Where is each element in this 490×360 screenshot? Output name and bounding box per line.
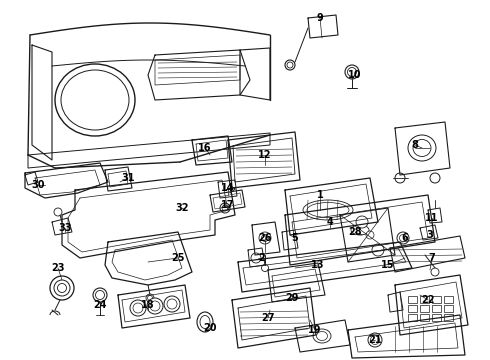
Text: 26: 26	[258, 233, 272, 243]
Text: 22: 22	[421, 295, 435, 305]
Polygon shape	[282, 230, 298, 250]
Text: 29: 29	[285, 293, 299, 303]
Ellipse shape	[366, 231, 374, 239]
Bar	[444, 314, 453, 321]
Polygon shape	[105, 167, 132, 191]
Text: 31: 31	[121, 173, 135, 183]
Bar	[420, 314, 429, 321]
Bar	[432, 305, 441, 312]
Text: 17: 17	[221, 200, 235, 210]
Text: 16: 16	[198, 143, 212, 153]
Text: 19: 19	[308, 325, 322, 335]
Ellipse shape	[395, 173, 405, 183]
Ellipse shape	[408, 135, 436, 161]
Polygon shape	[285, 195, 435, 265]
Polygon shape	[192, 136, 232, 165]
Polygon shape	[340, 208, 395, 262]
Text: 14: 14	[221, 183, 235, 193]
Polygon shape	[105, 232, 192, 285]
Ellipse shape	[93, 288, 107, 302]
Ellipse shape	[356, 216, 368, 228]
Polygon shape	[390, 236, 465, 272]
Ellipse shape	[262, 265, 269, 271]
Ellipse shape	[164, 296, 180, 312]
Ellipse shape	[430, 173, 440, 183]
Text: 8: 8	[412, 140, 418, 150]
Ellipse shape	[397, 232, 409, 244]
Ellipse shape	[372, 244, 384, 256]
Bar	[420, 296, 429, 303]
Bar	[408, 296, 417, 303]
Polygon shape	[210, 190, 245, 212]
Text: 15: 15	[381, 260, 395, 270]
Text: 2: 2	[259, 253, 266, 263]
Text: 23: 23	[51, 263, 65, 273]
Bar	[444, 296, 453, 303]
Bar	[408, 314, 417, 321]
Text: 3: 3	[427, 230, 433, 240]
Polygon shape	[52, 218, 72, 235]
Ellipse shape	[351, 225, 369, 235]
Polygon shape	[228, 132, 300, 188]
Ellipse shape	[197, 312, 213, 332]
Text: 24: 24	[93, 300, 107, 310]
Polygon shape	[28, 133, 270, 168]
Polygon shape	[118, 285, 190, 328]
Text: 6: 6	[402, 233, 408, 243]
Text: 27: 27	[261, 313, 275, 323]
Polygon shape	[232, 288, 316, 348]
Ellipse shape	[50, 276, 74, 300]
Text: 1: 1	[317, 190, 323, 200]
Ellipse shape	[285, 60, 295, 70]
Polygon shape	[268, 263, 325, 302]
Text: 4: 4	[327, 217, 333, 227]
Bar	[444, 305, 453, 312]
Polygon shape	[388, 292, 403, 312]
Text: 7: 7	[429, 253, 436, 263]
Ellipse shape	[259, 232, 271, 244]
Text: 13: 13	[311, 260, 325, 270]
Bar	[420, 305, 429, 312]
Polygon shape	[62, 172, 235, 258]
Text: 10: 10	[348, 70, 362, 80]
Polygon shape	[420, 225, 438, 240]
Ellipse shape	[345, 65, 359, 79]
Text: 12: 12	[258, 150, 272, 160]
Bar	[432, 314, 441, 321]
Text: 9: 9	[317, 13, 323, 23]
Polygon shape	[285, 178, 378, 235]
Text: 21: 21	[368, 335, 382, 345]
Polygon shape	[248, 248, 265, 267]
Text: 33: 33	[58, 223, 72, 233]
Polygon shape	[395, 122, 450, 175]
Text: 28: 28	[348, 227, 362, 237]
Text: 30: 30	[31, 180, 45, 190]
Polygon shape	[238, 242, 412, 292]
Polygon shape	[348, 315, 465, 358]
Ellipse shape	[368, 333, 382, 347]
Ellipse shape	[146, 294, 154, 302]
Text: 32: 32	[175, 203, 189, 213]
Polygon shape	[395, 275, 468, 335]
Text: 11: 11	[425, 213, 439, 223]
Ellipse shape	[313, 329, 331, 343]
Ellipse shape	[220, 203, 230, 213]
Ellipse shape	[55, 64, 135, 136]
Ellipse shape	[147, 298, 163, 314]
Bar	[432, 296, 441, 303]
Polygon shape	[252, 222, 280, 255]
Text: 25: 25	[171, 253, 185, 263]
Ellipse shape	[130, 300, 146, 316]
Ellipse shape	[54, 208, 62, 216]
Ellipse shape	[431, 268, 439, 276]
Text: 20: 20	[203, 323, 217, 333]
Polygon shape	[295, 320, 350, 352]
Ellipse shape	[303, 200, 353, 220]
Polygon shape	[25, 163, 108, 198]
Polygon shape	[218, 180, 237, 198]
Text: 18: 18	[141, 300, 155, 310]
Text: 5: 5	[292, 233, 298, 243]
Bar	[408, 305, 417, 312]
